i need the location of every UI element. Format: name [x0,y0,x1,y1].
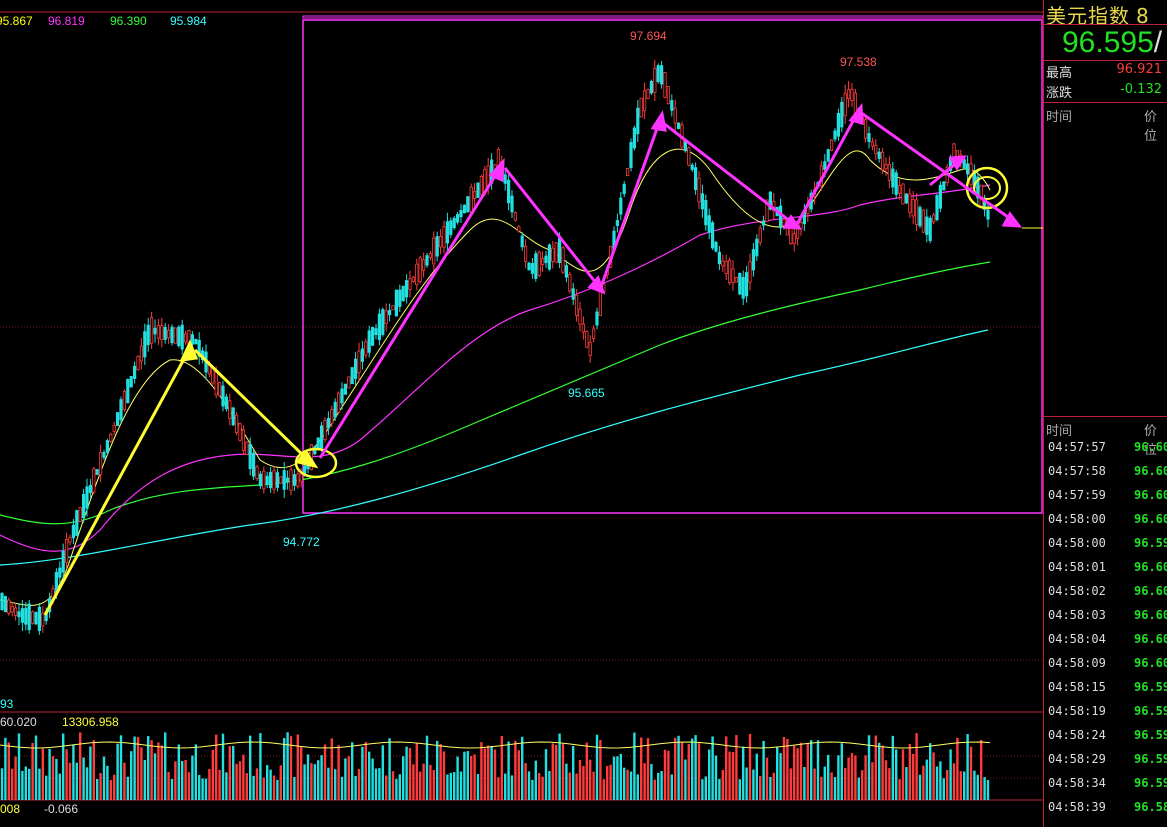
ma-value-3: 96.390 [110,14,147,28]
magenta-trend-arrows [318,102,1023,459]
ma-cyan-line [0,329,989,566]
zone-box [302,19,1043,514]
tick-price: 96.595 [1134,536,1167,550]
tick-row: 04:58:00 96.595 [1046,536,1167,560]
volume-bars-group [0,732,991,800]
tick-price: 96.600 [1134,584,1167,598]
tick-time: 04:58:15 [1048,680,1106,694]
tick-row: 04:58:02 96.600 [1046,584,1167,608]
change-label: 涨跌 [1046,86,1073,101]
tick-time: 04:58:04 [1048,632,1106,646]
change-row: 涨跌 -0.132 [1046,82,1166,102]
tick-row: 04:58:24 96.595 [1046,728,1167,752]
change-value: -0.132 [1120,82,1162,97]
high-row: 最高 96.921 [1046,62,1166,82]
price-label-peak2: 97.538 [840,55,877,69]
tick-price: 96.595 [1134,728,1167,742]
tick-time: 04:58:03 [1048,608,1106,622]
last-price-value: 96.595 [1062,26,1154,59]
price-label-edge: 93 [0,697,14,711]
tick-header-2: 时间 价位 [1046,420,1167,458]
ma-yellow-line [0,148,991,606]
tick-time: 04:58:01 [1048,560,1106,574]
tick-row: 04:58:09 96.600 [1046,656,1167,680]
tick-row: 04:57:59 96.605 [1046,488,1167,512]
macd-value-a: 008 [0,802,20,816]
tick-row: 04:58:15 96.595 [1046,680,1167,704]
ma-value-1: 95.867 [0,14,33,28]
price-label-low1: 95.665 [568,386,605,400]
high-value: 96.921 [1116,62,1163,77]
tick-price: 96.600 [1134,560,1167,574]
ma-value-4: 95.984 [170,14,207,28]
col-time-label-2: 时间 [1046,424,1073,439]
tick-price: 96.585 [1134,800,1167,814]
tick-time: 04:58:34 [1048,776,1106,790]
volume-value-a: 60.020 [0,715,37,729]
price-label-low0: 94.772 [283,535,320,549]
ma-green-line [0,261,991,525]
candlestick-chart[interactable]: 95.867 96.819 96.390 95.984 97.69 [0,0,1043,827]
price-label-peak1: 97.694 [630,29,667,43]
tick-price: 96.595 [1134,752,1167,766]
tick-price: 96.605 [1134,464,1167,478]
tick-row: 04:57:58 96.605 [1046,464,1167,488]
tick-price: 96.595 [1134,776,1167,790]
tick-row: 04:58:19 96.595 [1046,704,1167,728]
tick-price: 96.595 [1134,704,1167,718]
tick-time: 04:58:09 [1048,656,1106,670]
yellow-trend-arrows [43,339,319,616]
tick-row: 04:58:34 96.595 [1046,776,1167,800]
candles-group [0,59,990,635]
macd-value-b: -0.066 [44,802,78,816]
ma-value-2: 96.819 [48,14,85,28]
ma-magenta-line [0,184,991,552]
tick-time: 04:57:57 [1048,440,1106,454]
tick-row: 04:58:04 96.600 [1046,632,1167,656]
tick-price: 96.605 [1134,488,1167,502]
tick-time: 04:58:00 [1048,512,1106,526]
tick-price: 96.595 [1134,680,1167,694]
tick-row: 04:58:29 96.595 [1046,752,1167,776]
tick-row: 04:58:01 96.600 [1046,560,1167,584]
tick-time: 04:58:02 [1048,584,1106,598]
tick-price: 96.600 [1134,632,1167,646]
tick-time: 04:58:00 [1048,536,1106,550]
tick-price: 96.600 [1134,656,1167,670]
tick-time: 04:58:19 [1048,704,1106,718]
high-label: 最高 [1046,66,1073,81]
tick-price: 96.605 [1134,440,1167,454]
quote-side-panel: 美元指数 8 96.595/ 最高 96.921 涨跌 -0.132 时间 价位 … [1043,0,1167,827]
tick-time: 04:58:39 [1048,800,1106,814]
tick-time: 04:58:24 [1048,728,1106,742]
zone-box-outer [302,15,1043,19]
tick-time: 04:58:29 [1048,752,1106,766]
volume-value-b: 13306.958 [62,715,119,729]
yellow-circle-marker-1 [294,447,338,479]
col-price-label: 价位 [1144,110,1158,144]
instrument-code: 8 [1136,4,1150,28]
col-time-label: 时间 [1046,110,1073,125]
price-separator: / [1153,26,1163,59]
last-price: 96.595/ [1062,26,1162,60]
tick-row: 04:58:03 96.600 [1046,608,1167,632]
tick-price: 96.600 [1134,608,1167,622]
tick-time: 04:57:59 [1048,488,1106,502]
tick-price: 96.600 [1134,512,1167,526]
tick-row: 04:57:57 96.605 [1046,440,1167,464]
tick-time: 04:57:58 [1048,464,1106,478]
col-price-label-2: 价位 [1144,424,1158,458]
tick-header-1: 时间 价位 [1046,106,1167,144]
tick-row: 04:58:39 96.585 [1046,800,1167,824]
tick-row: 04:58:00 96.600 [1046,512,1167,536]
